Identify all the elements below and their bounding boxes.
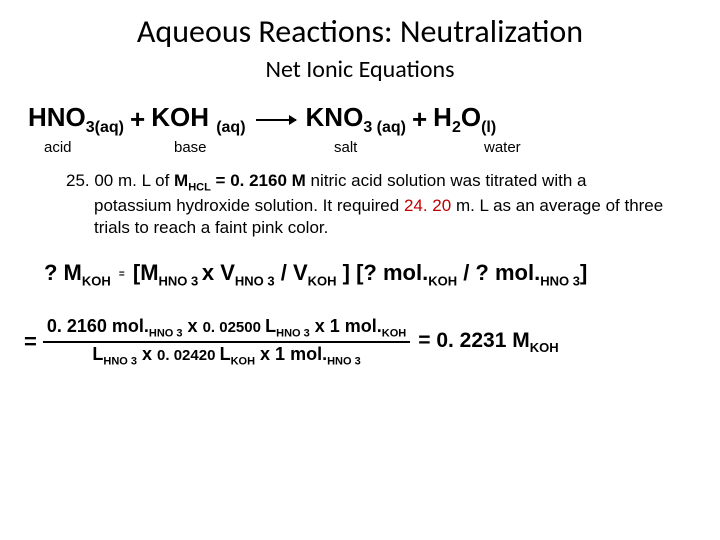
formula1-b1: [M: [133, 260, 159, 285]
product-2: H2O(l): [433, 102, 496, 137]
numsub1: HNO 3: [149, 328, 183, 340]
result: = 0. 2231 MKOH: [418, 329, 558, 355]
label-water: water: [484, 139, 521, 156]
fraction-numerator: 0. 2160 mol.HNO 3 x 0. 02500 LHNO 3 x 1 …: [43, 316, 410, 340]
formula1-s4: KOH: [428, 273, 457, 288]
chemical-equation: HNO3(aq) + KOH (aq) KNO3 (aq) + H2O(l): [28, 102, 696, 137]
reactant-1: HNO3(aq): [28, 102, 124, 137]
product-2-sub2: (l): [481, 119, 496, 136]
formula1-s3: KOH: [308, 273, 337, 288]
page-subtitle: Net Ionic Equations: [24, 55, 696, 84]
fraction-bar: [43, 341, 410, 343]
problem-text: 25. 00 m. L of MHCL = 0. 2160 M nitric a…: [66, 170, 664, 238]
numsub2: HNO 3: [276, 328, 310, 340]
num4: L: [265, 316, 276, 336]
reactant-2: KOH (aq): [151, 102, 245, 137]
num3: 0. 02500: [203, 319, 266, 336]
densub3: HNO 3: [327, 355, 361, 367]
formula1-q: ? M: [44, 260, 82, 285]
equals-sign-left: =: [24, 329, 37, 355]
formula1-qsub: KOH: [82, 273, 111, 288]
formula1-b5: / ? mol.: [457, 260, 540, 285]
plus-sign: +: [130, 104, 145, 135]
formula1-b3: / V: [275, 260, 308, 285]
numsub3: KOH: [382, 328, 406, 340]
den2: x: [137, 344, 157, 364]
densub2: KOH: [231, 355, 255, 367]
label-acid: acid: [44, 139, 174, 156]
reactant-1-sub: 3(aq): [86, 119, 124, 136]
problem-part-1: 25. 00 m. L of: [66, 171, 174, 190]
formula-calculation: = 0. 2160 mol.HNO 3 x 0. 02500 LHNO 3 x …: [24, 316, 696, 367]
den4: L: [220, 344, 231, 364]
result-text: = 0. 2231 M: [418, 329, 530, 352]
label-base: base: [174, 139, 334, 156]
formula1-s2: HNO 3: [235, 273, 275, 288]
problem-sub-hcl: HCL: [188, 182, 211, 194]
product-2-sub1: 2: [452, 119, 461, 136]
product-1-formula: KNO: [306, 102, 364, 132]
reactant-2-sub: (aq): [216, 119, 245, 136]
formula1-b6: ]: [580, 260, 587, 285]
formula1-s5: HNO 3: [540, 273, 580, 288]
densub1: HNO 3: [103, 355, 137, 367]
den3: 0. 02420: [157, 347, 220, 364]
den5: x 1 mol.: [255, 344, 327, 364]
product-2-h: H: [433, 102, 452, 132]
formula-unknown: ? MKOH = [MHNO 3 x VHNO 3 / VKOH ] [? mo…: [44, 260, 696, 288]
reactant-2-formula: KOH: [151, 102, 216, 132]
reactant-1-formula: HNO: [28, 102, 86, 132]
plus-sign-2: +: [412, 104, 427, 135]
formula1-b2: x V: [202, 260, 235, 285]
reaction-arrow-icon: [256, 119, 296, 121]
num5: x 1 mol.: [310, 316, 382, 336]
problem-red-value: 24. 20: [404, 196, 451, 215]
equation-labels: acid base salt water: [24, 139, 696, 156]
formula1-b4: ] [? mol.: [337, 260, 429, 285]
problem-m1: M: [174, 171, 188, 190]
num2: x: [183, 316, 203, 336]
formula1-s1: HNO 3: [159, 273, 202, 288]
problem-value: = 0. 2160: [211, 171, 292, 190]
fraction: 0. 2160 mol.HNO 3 x 0. 02500 LHNO 3 x 1 …: [43, 316, 410, 367]
num1: 0. 2160 mol.: [47, 316, 149, 336]
product-1: KNO3 (aq): [306, 102, 406, 137]
label-salt: salt: [334, 139, 484, 156]
product-2-o: O: [461, 102, 481, 132]
product-1-sub: 3 (aq): [363, 119, 406, 136]
den1: L: [92, 344, 103, 364]
problem-m2: M: [292, 171, 306, 190]
result-sub: KOH: [530, 340, 559, 355]
page-title: Aqueous Reactions: Neutralization: [24, 12, 696, 51]
formula1-eq: =: [119, 269, 125, 280]
fraction-denominator: LHNO 3 x 0. 02420 LKOH x 1 mol.HNO 3: [88, 344, 364, 368]
